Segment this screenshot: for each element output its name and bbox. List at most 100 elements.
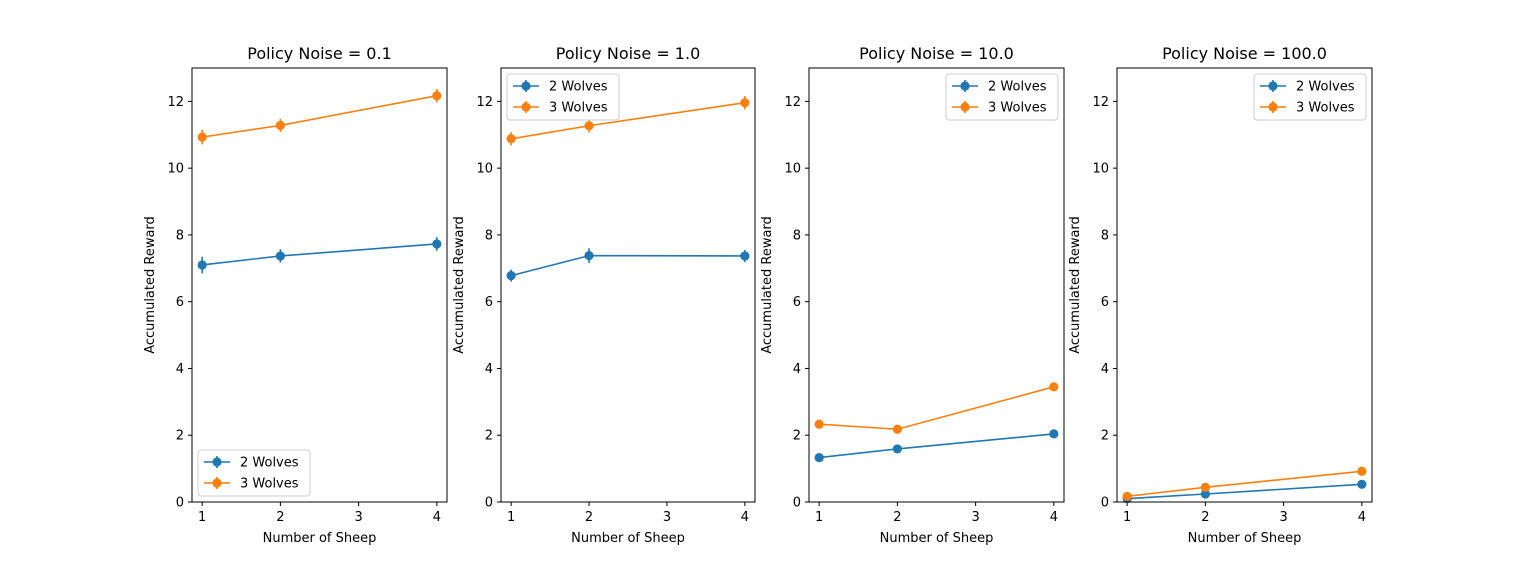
data-point	[275, 251, 285, 261]
data-point	[1122, 491, 1132, 501]
y-axis-label: Accumulated Reward	[143, 216, 158, 354]
series-line-2	[202, 94, 437, 138]
x-tick-label: 1	[815, 510, 823, 525]
x-axis-label: Number of Sheep	[880, 531, 994, 546]
chart-title: Policy Noise = 0.1	[247, 44, 392, 63]
legend: 2 Wolves 3 Wolves	[197, 449, 311, 497]
data-point	[197, 132, 207, 142]
y-tick-label: 10	[167, 162, 184, 177]
y-axis-label: Accumulated Reward	[1068, 216, 1083, 354]
legend-label: 3 Wolves	[549, 101, 608, 116]
series-line-1	[202, 243, 437, 266]
chart-title: Policy Noise = 100.0	[1162, 44, 1327, 63]
data-point	[814, 452, 824, 463]
y-tick-label: 2	[485, 429, 493, 444]
y-tick-label: 8	[793, 228, 801, 243]
legend-marker	[212, 457, 222, 467]
data-point	[584, 121, 594, 131]
x-tick-label: 1	[507, 510, 515, 525]
chart-title: Policy Noise = 1.0	[556, 44, 701, 63]
data-point	[584, 251, 594, 261]
y-tick-label: 0	[1101, 496, 1109, 511]
x-tick-label: 3	[663, 510, 671, 525]
data-point	[740, 98, 750, 108]
y-tick-label: 4	[1101, 362, 1109, 377]
data-point	[1049, 382, 1059, 392]
data-point	[432, 91, 442, 101]
x-tick-label: 2	[276, 510, 284, 525]
legend: 2 Wolves 3 Wolves	[506, 73, 620, 121]
legend-label: 2 Wolves	[1296, 80, 1355, 95]
y-axis-label: Accumulated Reward	[760, 216, 775, 354]
series-line-2	[1127, 470, 1362, 498]
data-point	[275, 120, 285, 131]
legend-marker	[521, 102, 531, 112]
y-tick-label: 10	[476, 162, 493, 177]
data-point	[432, 239, 442, 249]
series-line-1	[819, 433, 1054, 459]
y-tick-label: 6	[1101, 295, 1109, 310]
legend: 2 Wolves 3 Wolves	[945, 73, 1059, 121]
data-point	[1357, 466, 1367, 476]
y-tick-label: 6	[485, 295, 493, 310]
legend-label: 2 Wolves	[988, 80, 1047, 95]
y-tick-label: 12	[167, 95, 184, 110]
legend-label: 3 Wolves	[240, 477, 299, 492]
x-tick-label: 2	[1201, 510, 1209, 525]
data-point	[1200, 482, 1210, 492]
data-point	[740, 251, 750, 261]
data-point	[814, 419, 824, 429]
x-tick-label: 3	[1279, 510, 1287, 525]
y-tick-label: 4	[485, 362, 493, 377]
y-tick-label: 12	[1092, 95, 1109, 110]
y-tick-label: 10	[1092, 162, 1109, 177]
y-tick-label: 0	[485, 496, 493, 511]
x-tick-label: 3	[354, 510, 362, 525]
data-point	[892, 424, 902, 434]
y-tick-label: 6	[176, 295, 184, 310]
data-point	[1357, 479, 1367, 489]
y-tick-label: 4	[176, 362, 184, 377]
y-tick-label: 8	[1101, 228, 1109, 243]
y-tick-label: 0	[176, 496, 184, 511]
legend-marker	[1268, 81, 1278, 91]
legend-label: 2 Wolves	[549, 80, 608, 95]
axes-frame	[500, 67, 756, 503]
legend-marker	[1268, 102, 1278, 112]
series-line-1	[510, 254, 745, 277]
legend-label: 3 Wolves	[1296, 101, 1355, 116]
data-point	[892, 444, 902, 454]
y-tick-label: 4	[793, 362, 801, 377]
x-tick-label: 4	[433, 510, 441, 525]
data-point	[506, 271, 516, 281]
y-tick-label: 12	[476, 95, 493, 110]
x-tick-label: 2	[893, 510, 901, 525]
x-tick-label: 4	[741, 510, 749, 525]
legend-label: 2 Wolves	[240, 456, 299, 471]
data-point	[506, 134, 516, 144]
y-tick-label: 6	[793, 295, 801, 310]
data-point	[1200, 489, 1210, 499]
x-tick-label: 4	[1358, 510, 1366, 525]
y-tick-label: 8	[485, 228, 493, 243]
axes-frame	[1116, 67, 1373, 503]
legend-marker	[212, 478, 222, 488]
x-tick-label: 1	[1123, 510, 1131, 525]
y-tick-label: 0	[793, 496, 801, 511]
y-axis-label: Accumulated Reward	[452, 216, 467, 354]
x-tick-label: 3	[971, 510, 979, 525]
axes-frame	[191, 67, 448, 503]
y-tick-label: 2	[176, 429, 184, 444]
legend-label: 3 Wolves	[988, 101, 1047, 116]
legend-marker	[960, 102, 970, 112]
x-axis-label: Number of Sheep	[1188, 531, 1302, 546]
legend: 2 Wolves 3 Wolves	[1253, 73, 1367, 121]
x-tick-label: 2	[585, 510, 593, 525]
x-axis-label: Number of Sheep	[263, 531, 377, 546]
axes-frame	[808, 67, 1065, 503]
y-tick-label: 2	[793, 429, 801, 444]
